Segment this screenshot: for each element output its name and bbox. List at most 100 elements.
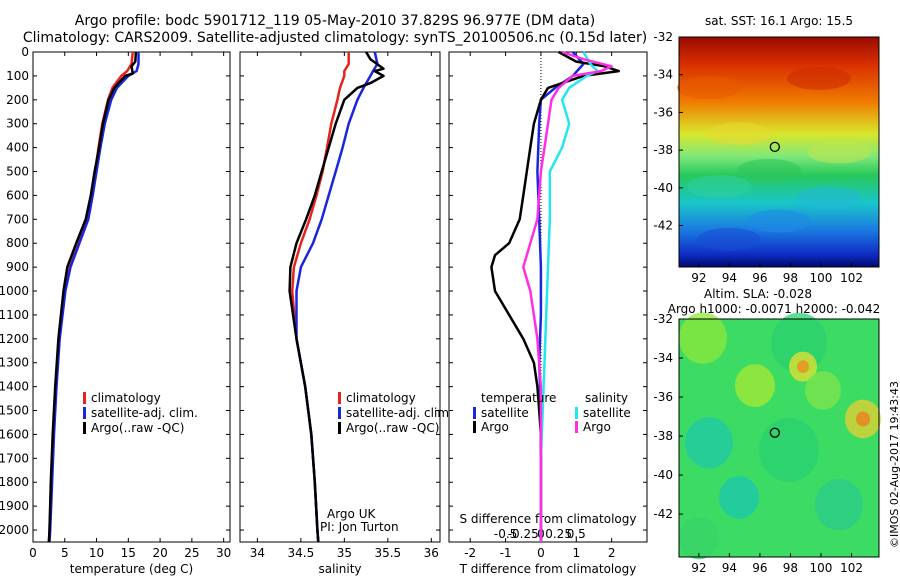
map-y-tick-label: -32: [653, 30, 673, 44]
x-axis-label: salinity: [318, 562, 361, 576]
map-y-tick-label: -40: [653, 181, 673, 195]
footer-credit: ©IMOS 02-Aug-2017 19:43:43: [888, 381, 900, 548]
map-y-tick-label: -36: [653, 105, 673, 119]
y-tick-label: 800: [6, 236, 29, 250]
x-tick-label: 20: [152, 546, 167, 560]
panel-sla-map: 92 94 96 98 100 102 -32 -34 -36 -38 -40 -42 Altim. S…: [653, 287, 881, 575]
legend-swatch: [83, 392, 86, 404]
y-tick-label: 300: [6, 117, 29, 131]
sla-texture: [797, 360, 809, 374]
sst-texture: [697, 227, 761, 251]
y-tick-label: 1400: [0, 380, 29, 394]
y-tick-label: 1100: [0, 308, 29, 322]
x-tick-label: 34: [250, 546, 265, 560]
y-tick-label: 2000: [0, 523, 29, 537]
legend-swatch: [575, 407, 578, 419]
map-y-tick-label: -32: [653, 312, 673, 326]
y-tick-label: 1600: [0, 427, 29, 441]
legend-swatch: [338, 422, 341, 434]
y-tick-label: 0: [21, 45, 29, 59]
panel-difference: -2 -1 0 1 2 T difference from climatology -0.5…: [448, 50, 648, 576]
map-y-tick-label: -38: [653, 429, 673, 443]
y-tick-label: 1900: [0, 499, 29, 513]
x-axis-label: T difference from climatology: [459, 562, 637, 576]
legend-header-salinity: salinity: [585, 391, 628, 405]
map-y-tick-label: -42: [653, 219, 673, 233]
x-tick-label: 0: [537, 546, 545, 560]
sst-texture: [787, 66, 851, 90]
legend-header-temperature: temperature: [481, 391, 556, 405]
legend-swatch: [338, 407, 341, 419]
y-tick-label: 200: [6, 93, 29, 107]
map-frame: [678, 318, 880, 558]
y-tick-label: 1500: [0, 404, 29, 418]
panel-sst-map: 92 94 96 98 100 102 -32 -34 -36 -38 -40 -42 sat. SST…: [653, 14, 880, 285]
x2-tick-label: 0.25: [545, 527, 572, 541]
x2-tick-label: 0.5: [567, 527, 586, 541]
x-tick-label: 5: [61, 546, 69, 560]
series-line-argo-raw-qc-: [288, 51, 385, 543]
y-tick-label: 100: [6, 69, 29, 83]
sla-texture: [679, 312, 727, 364]
y-tick-label: 1800: [0, 475, 29, 489]
legend-entry: Argo: [481, 420, 509, 434]
map-x-tick-label: 96: [752, 561, 767, 575]
map-x-tick-label: 96: [752, 271, 767, 285]
sla-texture: [735, 364, 775, 408]
map-x-tick-label: 100: [810, 561, 833, 575]
y-tick-label: 1200: [0, 332, 29, 346]
float-location-marker: [769, 141, 780, 153]
map-y-tick-label: -36: [653, 390, 673, 404]
sst-texture: [677, 76, 741, 100]
sst-texture: [797, 186, 861, 210]
legend-entry: satellite-adj. clim.: [346, 406, 453, 420]
sla-texture: [805, 371, 841, 410]
y-tick-label: 700: [6, 212, 29, 226]
annotation-line: PI: Jon Turton: [320, 520, 399, 534]
map-x-tick-label: 98: [783, 561, 798, 575]
figure-title-line1: Argo profile: bodc 5901712_119 05-May-20…: [74, 13, 596, 29]
legend-swatch: [575, 421, 578, 433]
y-tick-label: 1700: [0, 451, 29, 465]
map-y-tick-label: -40: [653, 468, 673, 482]
legend-entry: satellite-adj. clim.: [91, 406, 198, 420]
legend-swatch: [473, 421, 476, 433]
map-y-tick-label: -42: [653, 507, 673, 521]
map-y-tick-label: -34: [653, 351, 673, 365]
x-tick-label: -2: [464, 546, 476, 560]
sst-texture: [747, 209, 811, 233]
y-tick-label: 1000: [0, 284, 29, 298]
x-tick-label: 1: [572, 546, 580, 560]
map-title-line1: Altim. SLA: -0.028: [704, 287, 812, 301]
map-x-tick-label: 98: [783, 271, 798, 285]
x-tick-label: 0: [29, 546, 37, 560]
legend-swatch: [83, 422, 86, 434]
sla-texture: [685, 417, 733, 469]
map-x-tick-label: 92: [691, 561, 706, 575]
map-x-tick-label: 100: [810, 271, 833, 285]
legend-entry: Argo: [583, 420, 611, 434]
map-x-tick-label: 94: [722, 561, 737, 575]
x-tick-label: 36: [424, 546, 439, 560]
y-tick-label: 600: [6, 188, 29, 202]
legend-swatch: [473, 407, 476, 419]
series-line-satellite-adj-clim-: [48, 52, 140, 543]
series-line-argo-raw-qc-: [47, 51, 138, 543]
x-tick-label: 2: [608, 546, 616, 560]
x2-axis-label: S difference from climatology: [460, 512, 637, 526]
legend-entry: satellite: [481, 406, 529, 420]
x2-tick-label: -0.25: [508, 527, 539, 541]
x-tick-label: 10: [89, 546, 104, 560]
legend-entry: satellite: [583, 406, 631, 420]
map-x-tick-label: 92: [691, 271, 706, 285]
sst-texture: [687, 175, 751, 198]
sla-texture: [759, 417, 819, 483]
map-x-tick-label: 102: [840, 561, 863, 575]
map-y-tick-label: -38: [653, 143, 673, 157]
y-tick-label: 900: [6, 260, 29, 274]
sla-texture: [856, 411, 870, 427]
annotation-line: Argo UK: [327, 507, 376, 521]
legend-entry: climatology: [91, 391, 161, 405]
series-line-salinity-argo: [522, 50, 613, 542]
x-axis-label: temperature (deg C): [70, 562, 193, 576]
